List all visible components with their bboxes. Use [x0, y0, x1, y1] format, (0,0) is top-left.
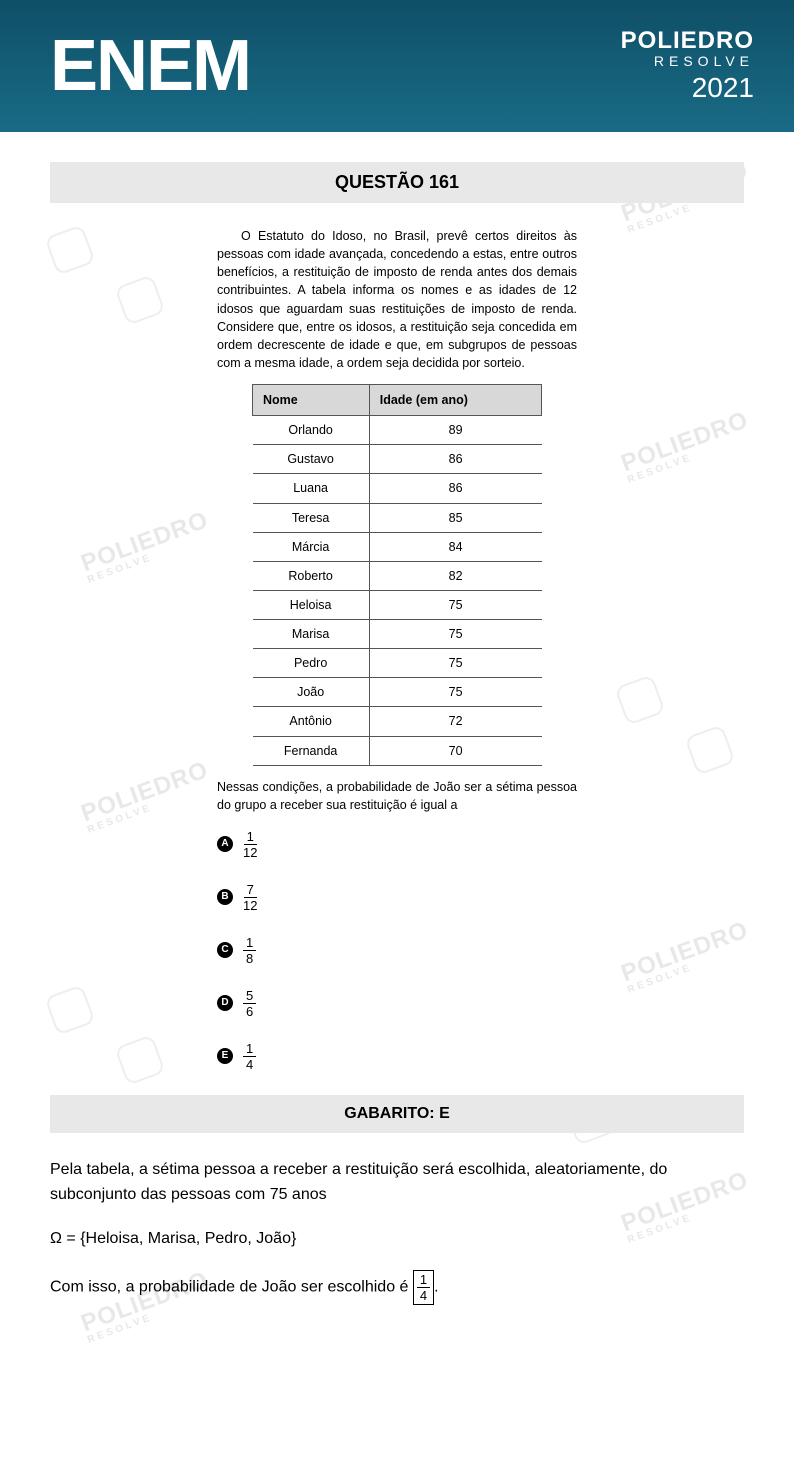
fraction: 712 — [243, 883, 257, 912]
option-b: B 712 — [217, 883, 577, 912]
col-header-nome: Nome — [253, 385, 370, 416]
fraction: 18 — [243, 936, 256, 965]
page-header: ENEM POLIEDRO RESOLVE 2021 — [0, 0, 794, 132]
option-letter: C — [217, 942, 233, 958]
table-row: Marisa75 — [253, 620, 542, 649]
option-d: D 56 — [217, 989, 577, 1018]
answer-title: GABARITO: E — [50, 1095, 744, 1133]
answer-explanation: Pela tabela, a sétima pessoa a receber a… — [50, 1157, 744, 1305]
data-table: Nome Idade (em ano) Orlando89 Gustavo86 … — [252, 384, 542, 766]
question-intro: O Estatuto do Idoso, no Brasil, prevê ce… — [217, 227, 577, 372]
question-after: Nessas condições, a probabilidade de Joã… — [217, 778, 577, 814]
options-list: A 112 B 712 C 18 D 56 E 14 — [217, 830, 577, 1071]
table-row: Pedro75 — [253, 649, 542, 678]
col-header-idade: Idade (em ano) — [369, 385, 541, 416]
option-letter: D — [217, 995, 233, 1011]
fraction: 112 — [243, 830, 257, 859]
option-letter: B — [217, 889, 233, 905]
option-a: A 112 — [217, 830, 577, 859]
brand-line2: RESOLVE — [621, 54, 754, 69]
fraction: 56 — [243, 989, 256, 1018]
table-row: Teresa85 — [253, 503, 542, 532]
brand-line1: POLIEDRO — [621, 28, 754, 54]
table-row: Antônio72 — [253, 707, 542, 736]
table-row: Márcia84 — [253, 532, 542, 561]
option-c: C 18 — [217, 936, 577, 965]
table-row: Roberto82 — [253, 561, 542, 590]
explain-p2: Ω = {Heloisa, Marisa, Pedro, João} — [50, 1226, 744, 1252]
explain-p3: Com isso, a probabilidade de João ser es… — [50, 1270, 744, 1305]
table-row: Gustavo86 — [253, 445, 542, 474]
explain-p1: Pela tabela, a sétima pessoa a receber a… — [50, 1157, 744, 1208]
question-title: QUESTÃO 161 — [50, 162, 744, 203]
table-row: Luana86 — [253, 474, 542, 503]
logo-poliedro: POLIEDRO RESOLVE 2021 — [621, 28, 754, 105]
logo-enem: ENEM — [50, 25, 250, 107]
option-letter: E — [217, 1048, 233, 1064]
question-body: O Estatuto do Idoso, no Brasil, prevê ce… — [217, 227, 577, 1071]
table-row: Heloisa75 — [253, 590, 542, 619]
fraction: 14 — [243, 1042, 256, 1071]
answer-fraction: 1 4 — [413, 1270, 434, 1305]
option-letter: A — [217, 836, 233, 852]
table-row: João75 — [253, 678, 542, 707]
table-row: Fernanda70 — [253, 736, 542, 765]
table-row: Orlando89 — [253, 416, 542, 445]
brand-year: 2021 — [621, 73, 754, 104]
option-e: E 14 — [217, 1042, 577, 1071]
